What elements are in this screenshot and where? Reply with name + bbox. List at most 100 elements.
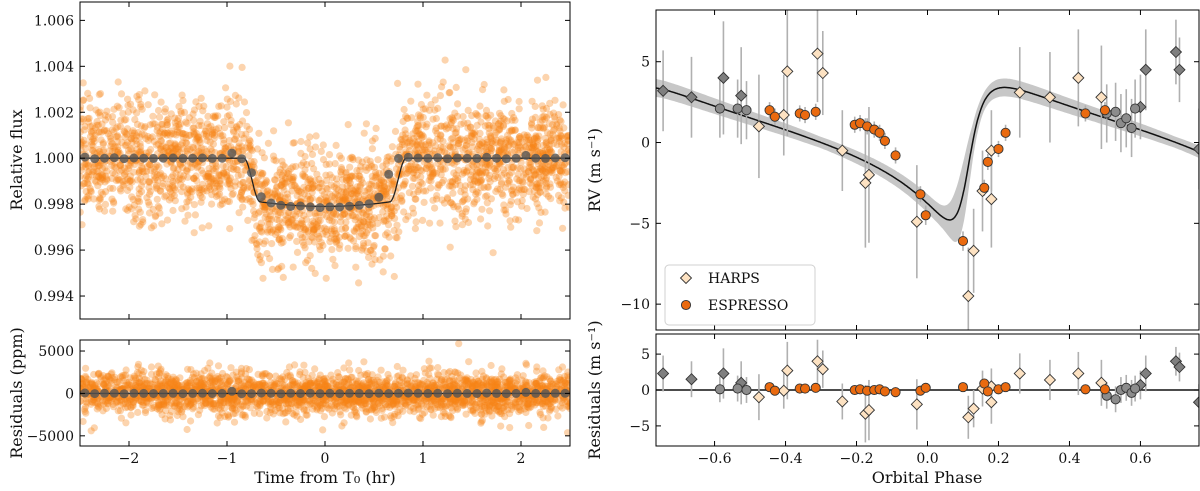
raw-point [281, 409, 289, 417]
raw-point [358, 208, 367, 216]
raw-point [164, 184, 173, 192]
raw-point [362, 408, 370, 416]
raw-point [476, 169, 484, 177]
raw-point [267, 215, 276, 224]
raw-point [273, 184, 281, 192]
raw-point [333, 180, 341, 188]
raw-point [183, 397, 191, 405]
raw-point [138, 163, 146, 171]
raw-point [207, 145, 215, 153]
raw-point [417, 131, 425, 139]
raw-point [153, 185, 161, 193]
raw-point [431, 96, 439, 104]
raw-point [90, 137, 98, 146]
raw-point [462, 205, 470, 213]
raw-point [542, 169, 550, 177]
raw-point [235, 143, 243, 151]
raw-point [527, 403, 535, 411]
raw-point [468, 138, 476, 146]
raw-point [241, 411, 249, 419]
raw-point [153, 161, 161, 169]
raw-point [357, 176, 365, 184]
binned-point [531, 153, 541, 163]
raw-point [423, 120, 431, 128]
raw-point [201, 396, 209, 404]
raw-point [403, 114, 411, 122]
raw-point [138, 105, 146, 113]
raw-point [334, 373, 342, 381]
raw-point [354, 192, 363, 200]
raw-point [372, 124, 380, 132]
raw-point [322, 400, 330, 408]
raw-point [232, 165, 241, 173]
raw-point [320, 375, 328, 383]
raw-point [511, 147, 519, 155]
raw-point [162, 401, 170, 410]
raw-point [355, 213, 363, 221]
raw-point [217, 102, 225, 110]
raw-point [493, 399, 501, 407]
raw-point [502, 379, 510, 387]
raw-point [81, 197, 89, 205]
raw-point [216, 201, 224, 209]
raw-point [500, 86, 508, 94]
raw-point [306, 252, 314, 260]
raw-point [483, 138, 491, 146]
raw-point [312, 212, 320, 220]
raw-point [493, 403, 501, 411]
raw-point [419, 187, 428, 195]
raw-point [485, 129, 493, 137]
raw-point [471, 400, 479, 409]
raw-point [555, 396, 563, 404]
raw-point [494, 126, 502, 134]
raw-point [297, 231, 305, 239]
raw-point [95, 196, 103, 204]
raw-point [271, 187, 279, 195]
raw-point [157, 377, 165, 385]
raw-point [552, 380, 560, 388]
raw-point [309, 183, 317, 191]
raw-point [131, 160, 139, 169]
raw-point [529, 140, 537, 148]
raw-point [301, 166, 309, 174]
raw-point [508, 186, 516, 194]
raw-point [325, 383, 333, 391]
raw-point [542, 139, 550, 147]
raw-point [162, 144, 170, 152]
raw-point [137, 103, 145, 111]
raw-point [330, 196, 338, 204]
raw-point [114, 78, 122, 86]
raw-point [229, 159, 237, 167]
raw-point [320, 191, 328, 199]
raw-point [224, 379, 232, 387]
raw-point [203, 187, 211, 195]
raw-point [408, 160, 416, 168]
raw-point [135, 190, 143, 198]
binned-point [198, 153, 207, 163]
raw-point [496, 185, 504, 193]
raw-point [434, 364, 442, 372]
raw-point [130, 201, 138, 209]
raw-point [82, 409, 90, 417]
raw-point [230, 418, 239, 426]
raw-point [182, 167, 190, 175]
raw-point [124, 175, 132, 183]
raw-point [560, 124, 568, 132]
raw-point [495, 147, 503, 155]
raw-point [416, 380, 424, 388]
raw-point [506, 201, 514, 209]
raw-point [347, 396, 355, 404]
raw-point [103, 127, 111, 135]
raw-point [145, 148, 153, 156]
raw-point [258, 182, 266, 190]
raw-point [421, 383, 430, 391]
raw-point [80, 140, 85, 148]
raw-point [136, 383, 144, 391]
raw-point [507, 197, 515, 205]
raw-point [131, 211, 139, 219]
raw-point [238, 397, 246, 405]
raw-point [535, 167, 543, 176]
raw-point [161, 129, 169, 137]
raw-point [531, 134, 539, 143]
raw-point [405, 398, 413, 406]
